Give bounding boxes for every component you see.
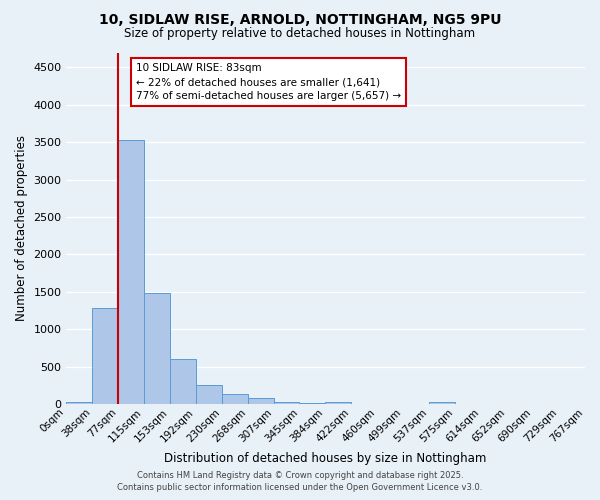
Bar: [248, 398, 274, 404]
Bar: [221, 394, 248, 404]
Bar: [66, 402, 92, 404]
Bar: [92, 308, 118, 404]
Bar: [325, 402, 352, 404]
Text: Contains HM Land Registry data © Crown copyright and database right 2025.
Contai: Contains HM Land Registry data © Crown c…: [118, 471, 482, 492]
Bar: [299, 402, 325, 404]
Bar: [196, 386, 221, 404]
X-axis label: Distribution of detached houses by size in Nottingham: Distribution of detached houses by size …: [164, 452, 487, 465]
Text: Size of property relative to detached houses in Nottingham: Size of property relative to detached ho…: [124, 28, 476, 40]
Y-axis label: Number of detached properties: Number of detached properties: [15, 136, 28, 322]
Text: 10, SIDLAW RISE, ARNOLD, NOTTINGHAM, NG5 9PU: 10, SIDLAW RISE, ARNOLD, NOTTINGHAM, NG5…: [99, 12, 501, 26]
Bar: [118, 140, 144, 404]
Bar: [429, 402, 455, 404]
Text: 10 SIDLAW RISE: 83sqm
← 22% of detached houses are smaller (1,641)
77% of semi-d: 10 SIDLAW RISE: 83sqm ← 22% of detached …: [136, 63, 401, 101]
Bar: [170, 359, 196, 404]
Bar: [144, 292, 170, 404]
Bar: [274, 402, 299, 404]
